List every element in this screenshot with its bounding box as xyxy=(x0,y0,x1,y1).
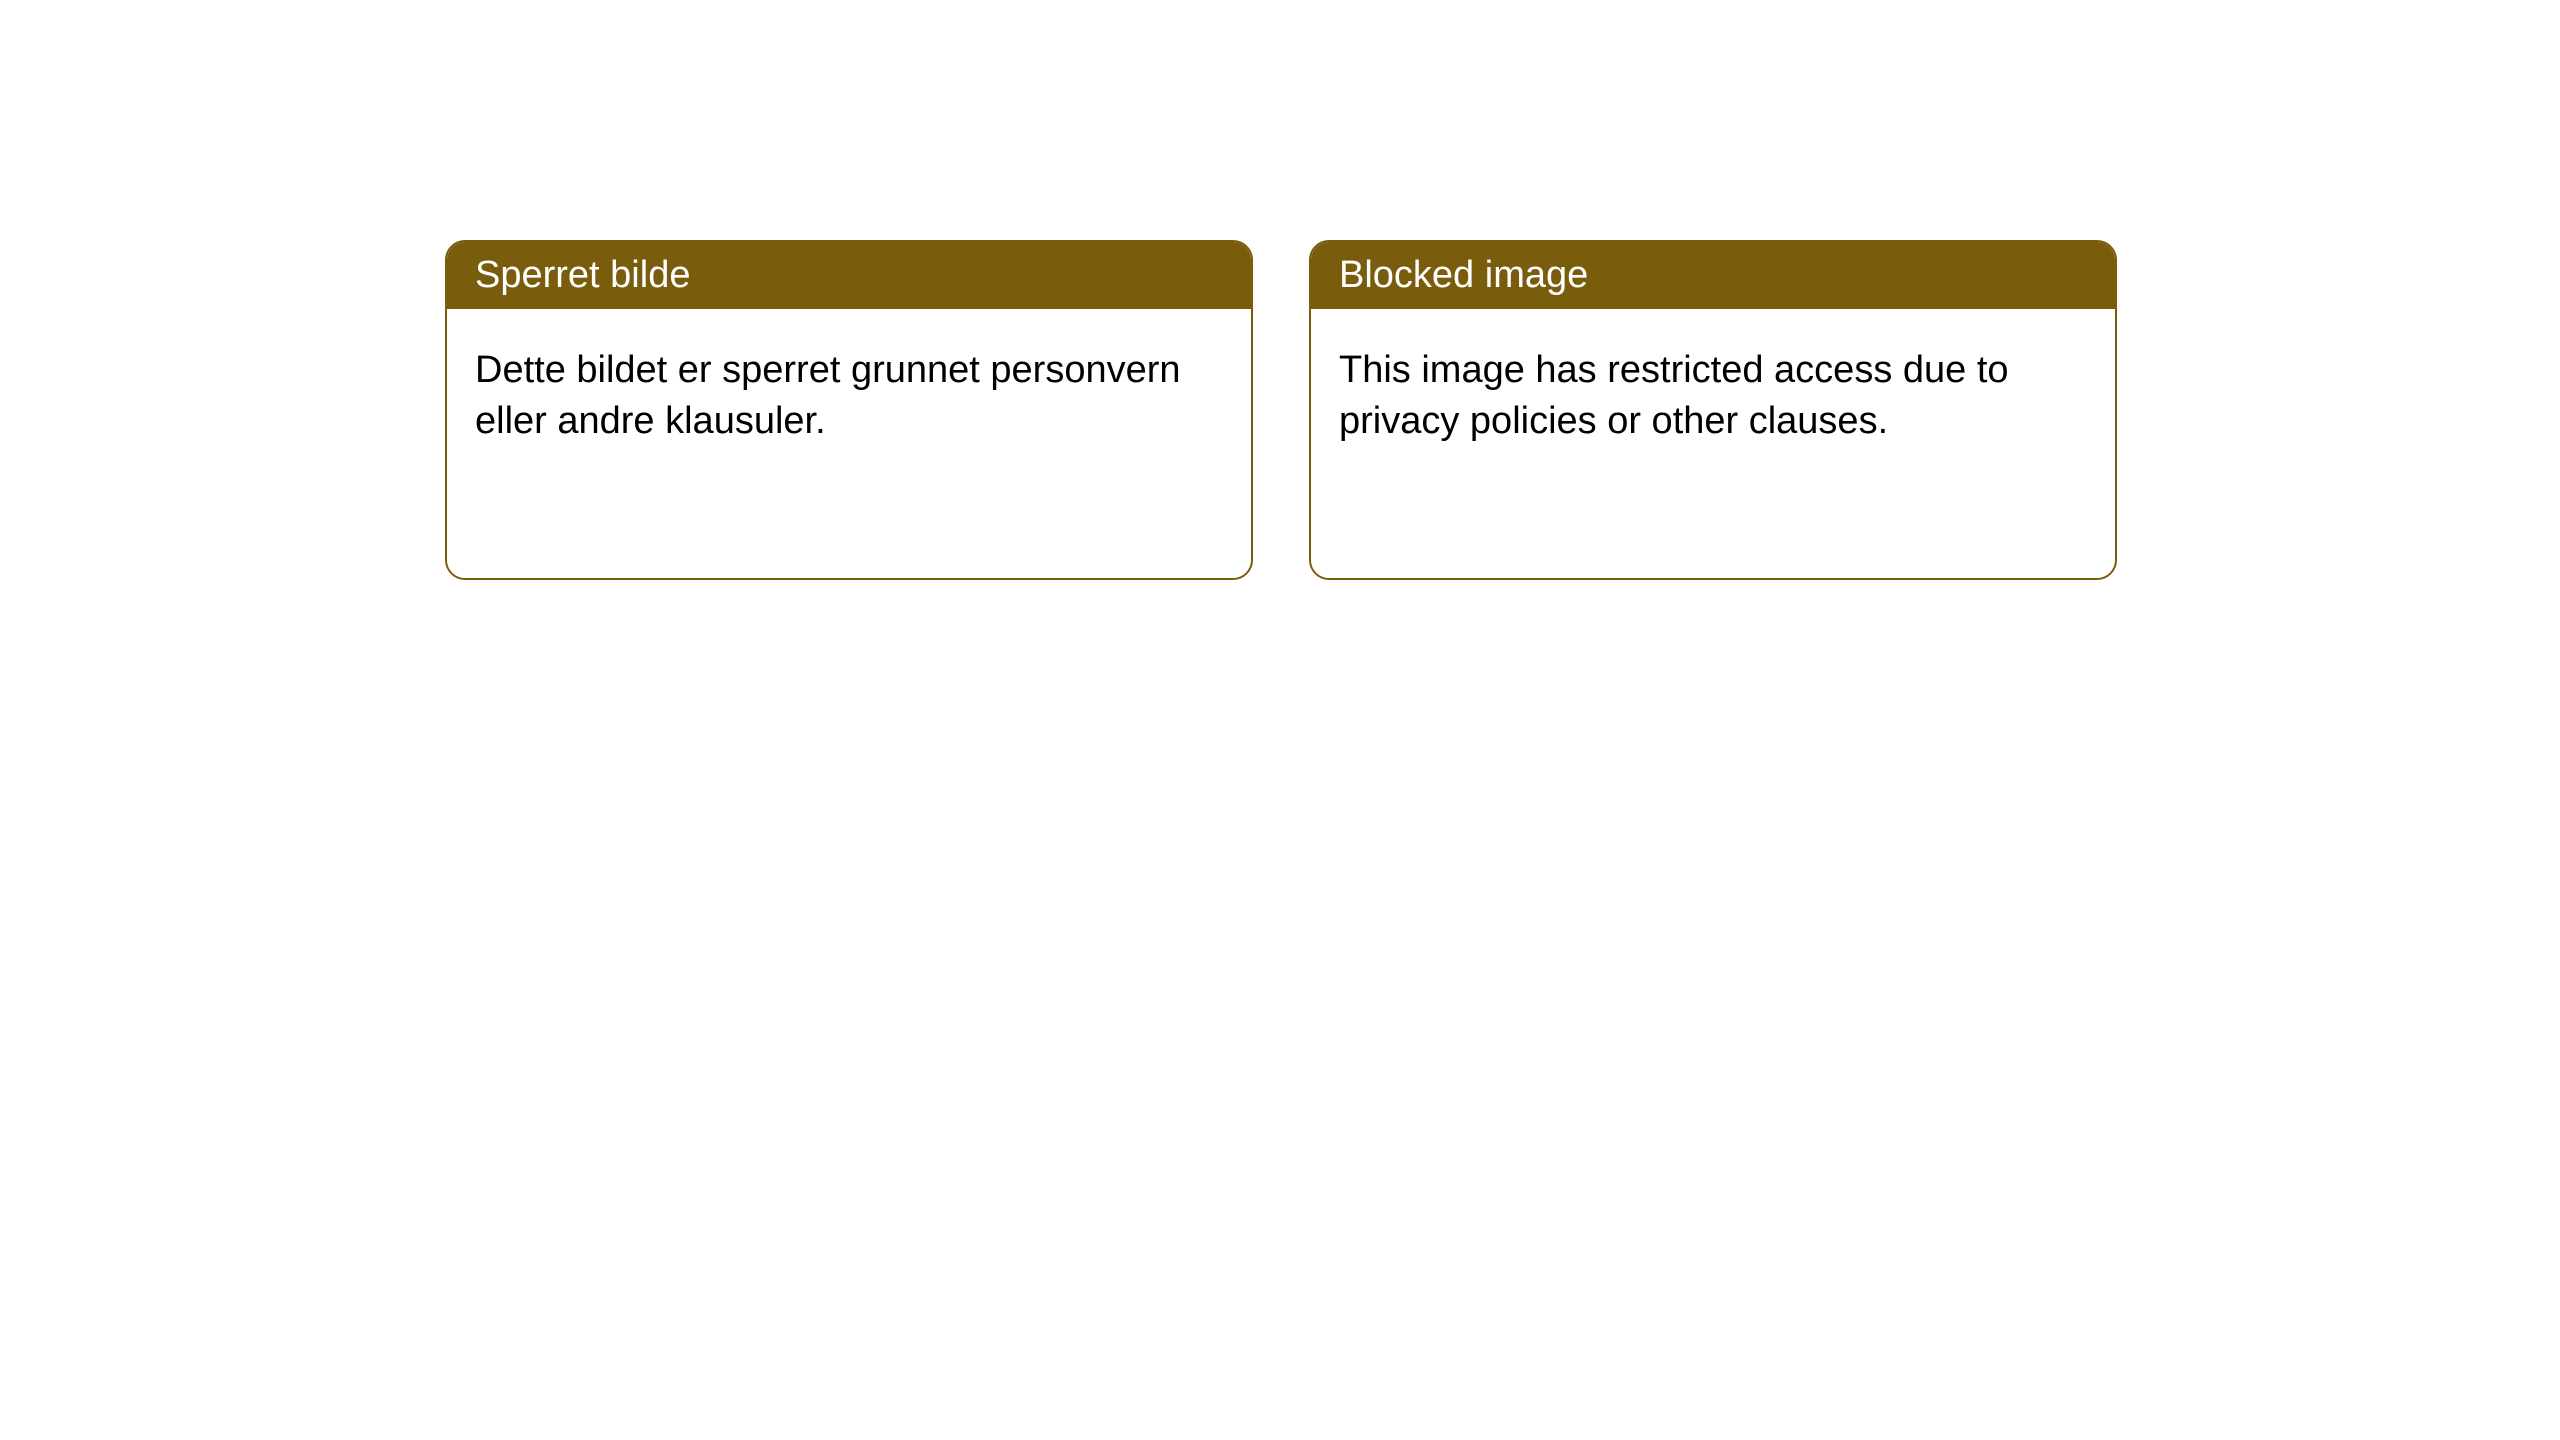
notice-card-body-text: Dette bildet er sperret grunnet personve… xyxy=(475,349,1181,442)
notice-card-english: Blocked image This image has restricted … xyxy=(1309,240,2117,580)
notice-card-body-text: This image has restricted access due to … xyxy=(1339,349,2009,442)
notice-card-body: Dette bildet er sperret grunnet personve… xyxy=(447,309,1251,484)
notice-card-title: Blocked image xyxy=(1339,254,1588,296)
notice-cards-container: Sperret bilde Dette bildet er sperret gr… xyxy=(445,240,2560,580)
notice-card-header: Blocked image xyxy=(1311,242,2115,309)
notice-card-body: This image has restricted access due to … xyxy=(1311,309,2115,484)
notice-card-title: Sperret bilde xyxy=(475,254,690,296)
notice-card-norwegian: Sperret bilde Dette bildet er sperret gr… xyxy=(445,240,1253,580)
notice-card-header: Sperret bilde xyxy=(447,242,1251,309)
